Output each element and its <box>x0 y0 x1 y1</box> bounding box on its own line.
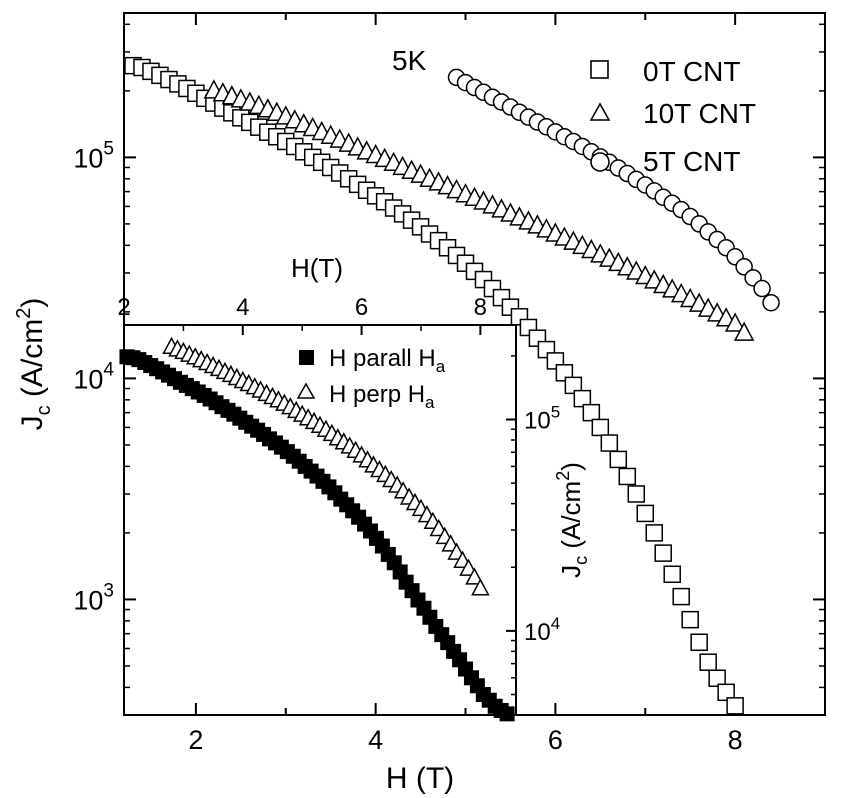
inset-y-axis-title: Jc (A/cm2) <box>553 462 591 578</box>
inset-point-h-perp-h <box>471 578 490 596</box>
x-tick-label: 2 <box>188 725 203 755</box>
legend-entry-5t-cnt: 5T CNT <box>590 146 741 177</box>
inset-point-h-perp-h <box>465 567 484 585</box>
point-0t-cnt <box>627 485 646 503</box>
inset-point-h-parall-h <box>499 706 515 722</box>
point-0t-cnt <box>663 565 681 583</box>
inset-axis-ticks: 2 4 6 8 104 105 <box>117 294 560 716</box>
x-tick-label: 6 <box>548 725 563 755</box>
point-0t-cnt <box>600 434 619 452</box>
point-0t-cnt <box>609 450 628 469</box>
point-0t-cnt <box>708 669 726 687</box>
point-5t-cnt <box>762 293 780 312</box>
legend-label-0t-cnt: 0T CNT <box>643 56 741 87</box>
inset-legend-label-perp: H perp Ha <box>329 381 435 412</box>
x-tick-label: 4 <box>368 725 383 755</box>
y-tick-label: 104 <box>73 359 114 394</box>
legend-entry-0t-cnt: 0T CNT <box>590 56 741 87</box>
point-0t-cnt <box>645 524 663 542</box>
point-10t-cnt <box>733 321 755 341</box>
point-0t-cnt <box>618 467 637 486</box>
inset-y-tick-label: 104 <box>524 614 560 646</box>
temperature-annotation: 5K <box>392 45 427 76</box>
legend-label-5t-cnt: 5T CNT <box>643 146 741 177</box>
point-0t-cnt <box>564 376 583 395</box>
inset-legend-entry-parall: H parall Ha <box>299 345 446 376</box>
inset-legend-triangle-marker <box>296 382 316 399</box>
y-tick-label: 103 <box>73 580 114 615</box>
point-0t-cnt <box>582 403 601 422</box>
inset-x-tick-label: 8 <box>474 294 487 321</box>
inset-legend-label-parall: H parall Ha <box>329 345 446 376</box>
inset-legend: H parall Ha H perp Ha <box>296 345 446 412</box>
legend-triangle-marker <box>589 102 611 121</box>
main-legend: 0T CNT 10T CNT 5T CNT <box>589 56 756 177</box>
point-0t-cnt <box>690 633 708 652</box>
legend-label-10t-cnt: 10T CNT <box>643 98 756 129</box>
point-0t-cnt <box>717 683 735 702</box>
main-series-marks <box>124 56 780 715</box>
point-0t-cnt <box>636 504 655 523</box>
legend-entry-10t-cnt: 10T CNT <box>589 98 756 129</box>
point-0t-cnt <box>699 653 717 671</box>
inset-x-tick-label: 6 <box>355 294 368 321</box>
point-5t-cnt <box>753 279 771 298</box>
inset-legend-filled-square-marker <box>299 350 314 365</box>
point-0t-cnt <box>654 544 672 562</box>
main-y-axis-title: Jc (A/cm2) <box>13 298 55 431</box>
inset-legend-entry-perp: H perp Ha <box>296 381 435 412</box>
legend-circle-marker <box>590 152 610 172</box>
legend-square-marker <box>590 60 609 79</box>
inset-plot: 2 4 6 8 104 105 H(T) Jc (A/cm2) H parall Ha H… <box>117 253 591 722</box>
point-10t-cnt <box>724 312 746 332</box>
point-0t-cnt <box>591 418 610 437</box>
point-0t-cnt <box>573 389 592 408</box>
inset-plot-frame <box>123 324 517 716</box>
inset-x-tick-label: 2 <box>117 294 130 321</box>
inset-y-tick-label: 105 <box>524 403 560 435</box>
inset-x-tick-label: 4 <box>236 294 249 321</box>
main-x-axis-title: H (T) <box>386 762 454 795</box>
point-0t-cnt <box>726 697 744 715</box>
point-0t-cnt <box>681 610 699 629</box>
y-tick-label: 105 <box>73 138 114 173</box>
x-tick-label: 8 <box>728 725 743 755</box>
inset-series-marks <box>119 336 515 722</box>
point-0t-cnt <box>672 587 690 606</box>
inset-x-axis-title: H(T) <box>291 253 343 283</box>
